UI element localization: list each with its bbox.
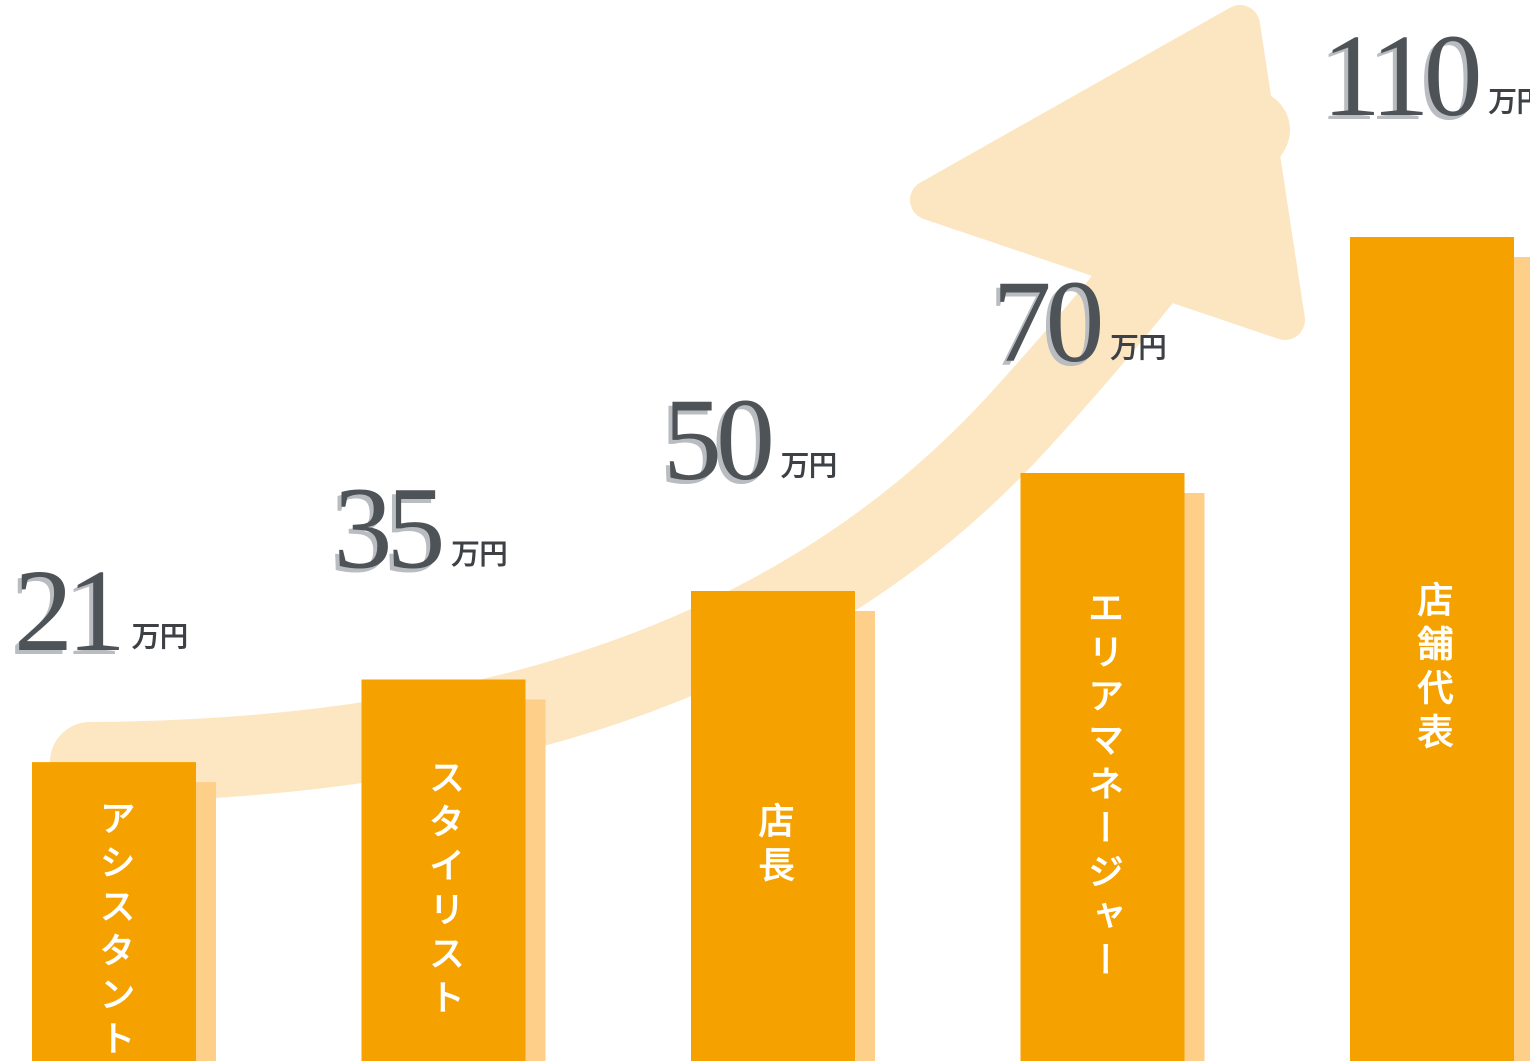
bar: [361, 679, 526, 1061]
value-unit: 万円: [132, 620, 188, 653]
value-label-shadow: 21: [10, 549, 116, 680]
arrow-head: [910, 5, 1305, 340]
category-label: エリアマネージャー: [1082, 589, 1123, 985]
value-unit: 万円: [1489, 85, 1530, 118]
value-label: 35: [334, 463, 442, 594]
value-label-shadow: 50: [659, 378, 767, 509]
value-unit: 万円: [1111, 331, 1167, 364]
value-label-shadow: 35: [330, 467, 438, 598]
bar: [691, 591, 855, 1061]
value-label: 70: [993, 256, 1101, 387]
value-label: 110: [1322, 10, 1479, 141]
category-label: スタイリスト: [423, 758, 464, 1022]
category-label: 店舗代表: [1412, 581, 1455, 757]
category-label: アシスタント: [94, 800, 135, 1061]
value-label-shadow: 70: [989, 260, 1097, 391]
bar: [1350, 237, 1514, 1061]
value-label-shadow: 110: [1318, 14, 1475, 145]
value-unit: 万円: [452, 538, 508, 571]
value-label: 21: [14, 545, 120, 676]
value-label: 50: [663, 374, 771, 505]
bar: [1020, 473, 1185, 1061]
category-label: 店長: [753, 802, 795, 890]
value-unit: 万円: [781, 449, 837, 482]
bar: [32, 762, 196, 1061]
